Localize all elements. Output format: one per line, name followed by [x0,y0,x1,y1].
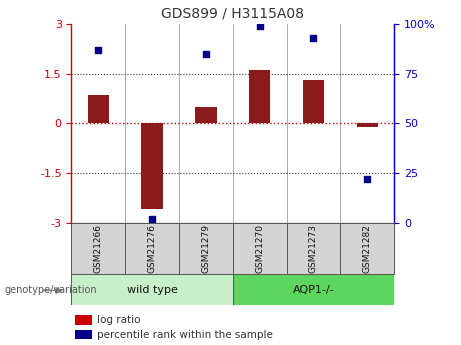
Bar [249,70,271,124]
Text: wild type: wild type [127,285,177,295]
Bar [88,95,109,124]
Bar [356,124,378,127]
Bar [75,330,92,339]
Bar [287,223,340,274]
Point [202,51,210,57]
Bar [71,223,125,274]
Text: GSM21282: GSM21282 [363,224,372,273]
Text: genotype/variation: genotype/variation [5,286,97,295]
Text: GSM21270: GSM21270 [255,224,264,273]
Bar [195,107,217,124]
Bar [71,274,233,305]
Point [364,176,371,182]
Text: GSM21276: GSM21276 [148,224,157,273]
Point [256,23,263,29]
Bar [75,315,92,325]
Point [95,47,102,53]
Bar [303,80,324,124]
Title: GDS899 / H3115A08: GDS899 / H3115A08 [161,6,304,20]
Bar [142,124,163,209]
Text: GSM21279: GSM21279 [201,224,210,273]
Bar [340,223,394,274]
Bar [125,223,179,274]
Text: AQP1-/-: AQP1-/- [293,285,334,295]
Text: percentile rank within the sample: percentile rank within the sample [97,329,273,339]
Bar [233,223,287,274]
Text: GSM21266: GSM21266 [94,224,103,273]
Point [310,35,317,41]
Text: log ratio: log ratio [97,315,141,325]
Bar [179,223,233,274]
Point [148,216,156,221]
Text: GSM21273: GSM21273 [309,224,318,273]
Bar [233,274,394,305]
